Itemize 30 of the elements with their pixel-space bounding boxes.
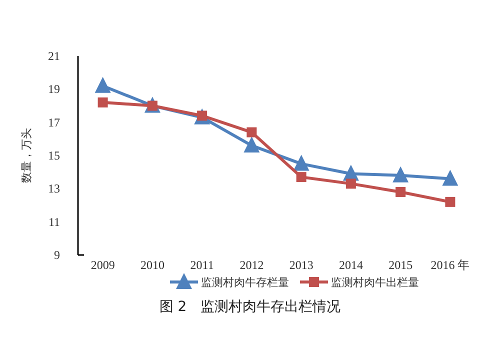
y-tick-label: 17 [48, 115, 60, 130]
x-tick-label: 2014 [338, 258, 363, 272]
point [94, 76, 111, 93]
point [246, 127, 257, 138]
x-tick-label: 2016 年 [430, 258, 470, 272]
point [442, 170, 458, 186]
x-tick-label: 2009 [90, 258, 115, 272]
text: 图 2 监测村肉牛存出栏情况 [159, 299, 341, 315]
legend-label: 监测村肉牛存栏量 [201, 276, 289, 289]
y-tick-label: 11 [48, 214, 60, 229]
point [296, 172, 306, 182]
x-tick-label: 2013 [289, 258, 314, 272]
y-tick-label: 19 [48, 82, 60, 96]
point [293, 154, 310, 171]
point [445, 196, 456, 207]
x-tick-label: 2011 [190, 258, 214, 272]
point [244, 136, 260, 153]
point [98, 97, 108, 108]
y-tick-label: 9 [54, 248, 60, 262]
point [392, 166, 409, 182]
y-tick-label: 15 [48, 148, 60, 162]
y-tick-label: 21 [48, 49, 60, 63]
x-tick-label: 2015 [388, 258, 413, 272]
y-axis-title: 数量，万头 [20, 128, 33, 183]
y-tick-label: 13 [48, 182, 60, 196]
x-tick-label: 2012 [240, 258, 264, 272]
legend-label: 监测村肉牛出栏量 [331, 276, 419, 289]
point [396, 186, 406, 197]
point [346, 178, 356, 189]
x-tick-label: 2010 [140, 258, 164, 272]
